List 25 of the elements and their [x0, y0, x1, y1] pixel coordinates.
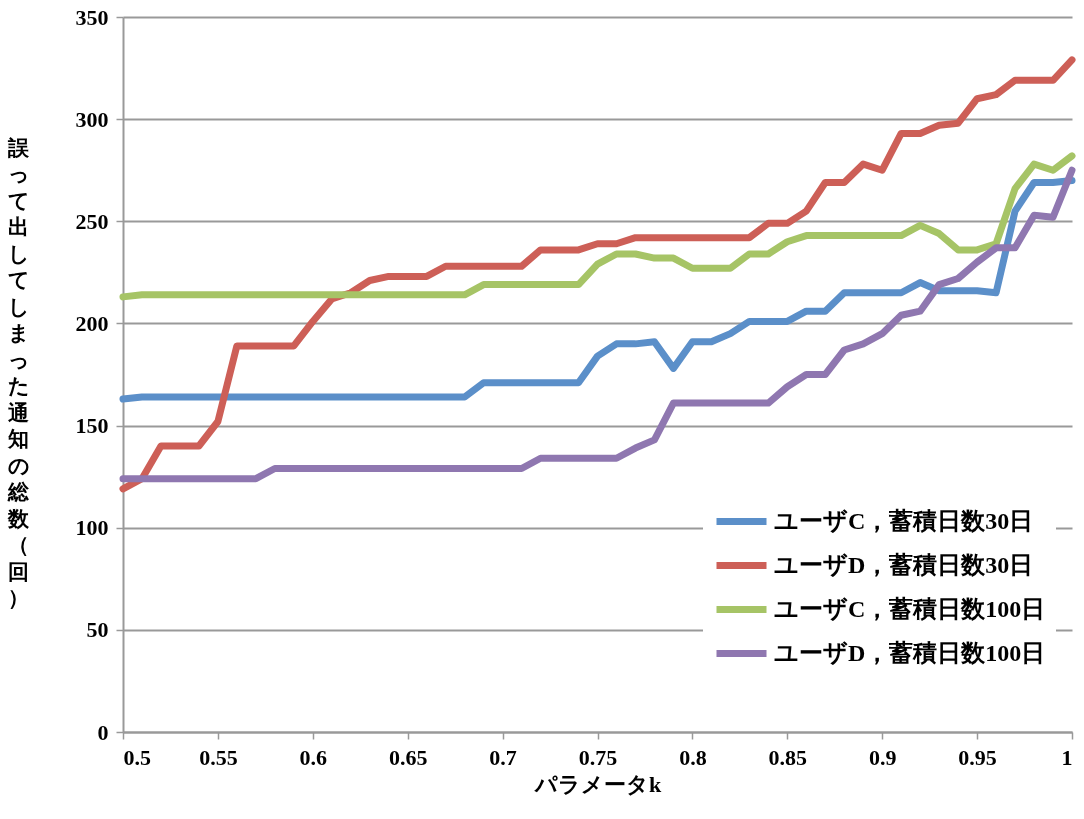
text: 誤って出してしまった通知の総数（回） — [7, 135, 30, 610]
x-tick-label: 1 — [1061, 744, 1073, 770]
x-axis-title: パラメータk — [533, 771, 662, 797]
x-tick-label: 0.9 — [868, 744, 897, 770]
x-tick-label: 0.85 — [768, 744, 808, 770]
x-tick-label: 0.6 — [299, 744, 328, 770]
y-tick-label: 50 — [86, 617, 109, 643]
x-tick-label: 0.55 — [199, 744, 238, 770]
y-tick-label: 100 — [75, 515, 109, 541]
x-tick-label: 0.7 — [489, 744, 517, 770]
y-tick-label: 200 — [75, 310, 109, 336]
x-tick-label: 0.5 — [123, 744, 151, 770]
legend-label: ユーザC，蓄積日数100日 — [774, 595, 1046, 622]
y-tick-label: 0 — [97, 719, 109, 745]
legend-label: ユーザD，蓄積日数100日 — [774, 639, 1046, 666]
y-tick-label: 350 — [75, 4, 109, 30]
y-tick-label: 300 — [75, 106, 109, 132]
y-tick-label: 150 — [75, 413, 109, 439]
x-tick-label: 0.8 — [679, 744, 707, 770]
x-tick-label: 0.65 — [388, 744, 428, 770]
y-tick-label: 250 — [75, 208, 109, 234]
legend-label: ユーザC，蓄積日数30日 — [774, 507, 1034, 534]
x-tick-label: 0.75 — [578, 744, 618, 770]
legend-label: ユーザD，蓄積日数30日 — [774, 551, 1034, 578]
x-tick-label: 0.95 — [958, 744, 997, 770]
